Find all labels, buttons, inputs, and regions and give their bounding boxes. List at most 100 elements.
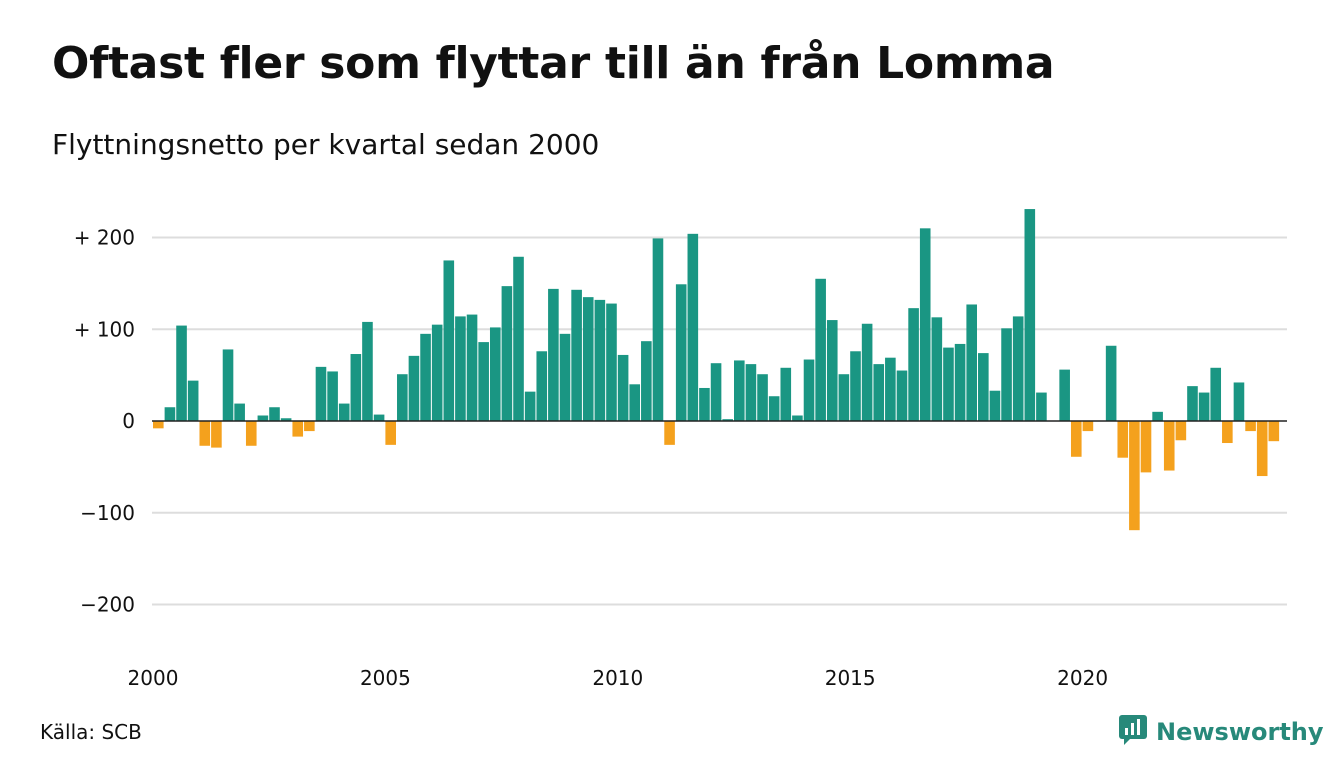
bar xyxy=(571,289,582,421)
chart-subtitle: Flyttningsnetto per kvartal sedan 2000 xyxy=(52,128,600,161)
bar xyxy=(176,325,187,421)
bar xyxy=(582,297,594,421)
grid-lines xyxy=(152,236,1287,606)
bar xyxy=(687,233,699,421)
bar xyxy=(1082,421,1094,432)
bar xyxy=(1245,421,1256,432)
bar xyxy=(722,419,733,421)
bar xyxy=(211,421,222,448)
bar xyxy=(943,347,954,421)
bar xyxy=(675,284,687,421)
bar xyxy=(338,403,350,421)
bar xyxy=(652,238,664,421)
bar xyxy=(559,333,571,421)
newsworthy-logo-icon xyxy=(1118,714,1148,750)
bar xyxy=(734,360,745,421)
bar xyxy=(513,256,524,421)
bar xyxy=(838,374,850,421)
bar xyxy=(1268,421,1280,442)
bar xyxy=(536,351,548,421)
bar xyxy=(826,320,838,421)
bar xyxy=(222,349,234,421)
bar xyxy=(1117,421,1129,458)
x-tick-label: 2015 xyxy=(825,666,876,690)
bar xyxy=(1175,421,1187,441)
y-tick-label: + 200 xyxy=(74,226,135,250)
bar xyxy=(199,421,211,446)
bar xyxy=(350,354,362,421)
bar xyxy=(780,367,792,421)
bar xyxy=(629,384,641,421)
bar xyxy=(280,418,292,421)
bar xyxy=(617,354,629,421)
bar xyxy=(1059,369,1070,421)
bar xyxy=(315,366,327,421)
bar xyxy=(373,414,385,421)
bar xyxy=(699,387,710,421)
bar-chart: + 200 + 100 0 −100 −200 2000 2005 2010 2015 2020 xyxy=(74,209,1287,690)
bar xyxy=(641,341,652,421)
bar xyxy=(362,321,373,421)
bar xyxy=(1233,382,1245,421)
y-tick-label: −200 xyxy=(80,593,135,617)
bar xyxy=(397,374,408,421)
bar xyxy=(1163,421,1175,471)
bar xyxy=(1129,421,1140,531)
bar xyxy=(757,374,768,421)
bar xyxy=(245,421,257,446)
bar xyxy=(792,415,803,421)
x-tick-label: 2020 xyxy=(1057,666,1108,690)
bar xyxy=(1001,328,1012,421)
bar xyxy=(1105,345,1117,421)
bar xyxy=(803,359,815,421)
bar xyxy=(1140,421,1152,473)
y-tick-label: 0 xyxy=(122,409,135,433)
bar xyxy=(478,342,489,422)
bar xyxy=(408,355,420,421)
bar xyxy=(489,327,501,421)
bar xyxy=(954,343,966,421)
bar xyxy=(455,316,466,421)
brand: Newsworthy xyxy=(1118,714,1324,750)
bars xyxy=(153,209,1280,531)
bar xyxy=(931,317,943,421)
bar xyxy=(292,421,304,437)
x-tick-label: 2005 xyxy=(360,666,411,690)
bar xyxy=(420,333,431,421)
bar xyxy=(443,260,455,421)
bar xyxy=(815,278,826,421)
bar xyxy=(1070,421,1082,457)
bar xyxy=(257,415,269,421)
bar xyxy=(1222,421,1233,444)
y-tick-label: −100 xyxy=(80,501,135,525)
bar xyxy=(594,299,606,421)
bar xyxy=(745,364,757,421)
bar xyxy=(710,363,722,421)
bar xyxy=(269,407,280,421)
source-note: Källa: SCB xyxy=(40,720,142,744)
bar xyxy=(664,421,675,445)
bar xyxy=(885,357,896,421)
bar xyxy=(1152,411,1163,421)
bar xyxy=(548,288,559,421)
bar xyxy=(431,324,443,421)
bar xyxy=(873,364,885,421)
bar xyxy=(304,421,315,432)
bar xyxy=(989,390,1001,421)
bar xyxy=(1024,209,1036,421)
bar xyxy=(861,323,873,421)
bar xyxy=(524,391,536,421)
bar xyxy=(966,304,977,421)
bar xyxy=(234,403,245,421)
y-axis: + 200 + 100 0 −100 −200 xyxy=(74,226,135,617)
bar xyxy=(466,314,478,421)
y-tick-label: + 100 xyxy=(74,317,135,341)
bar xyxy=(908,308,919,421)
x-axis: 2000 2005 2010 2015 2020 xyxy=(128,666,1109,690)
brand-name: Newsworthy xyxy=(1156,718,1324,746)
bar xyxy=(978,353,989,421)
bar xyxy=(187,380,199,421)
chart-title: Oftast fler som flyttar till än från Lom… xyxy=(52,38,1055,89)
bar xyxy=(1198,392,1210,421)
bar xyxy=(768,396,780,421)
